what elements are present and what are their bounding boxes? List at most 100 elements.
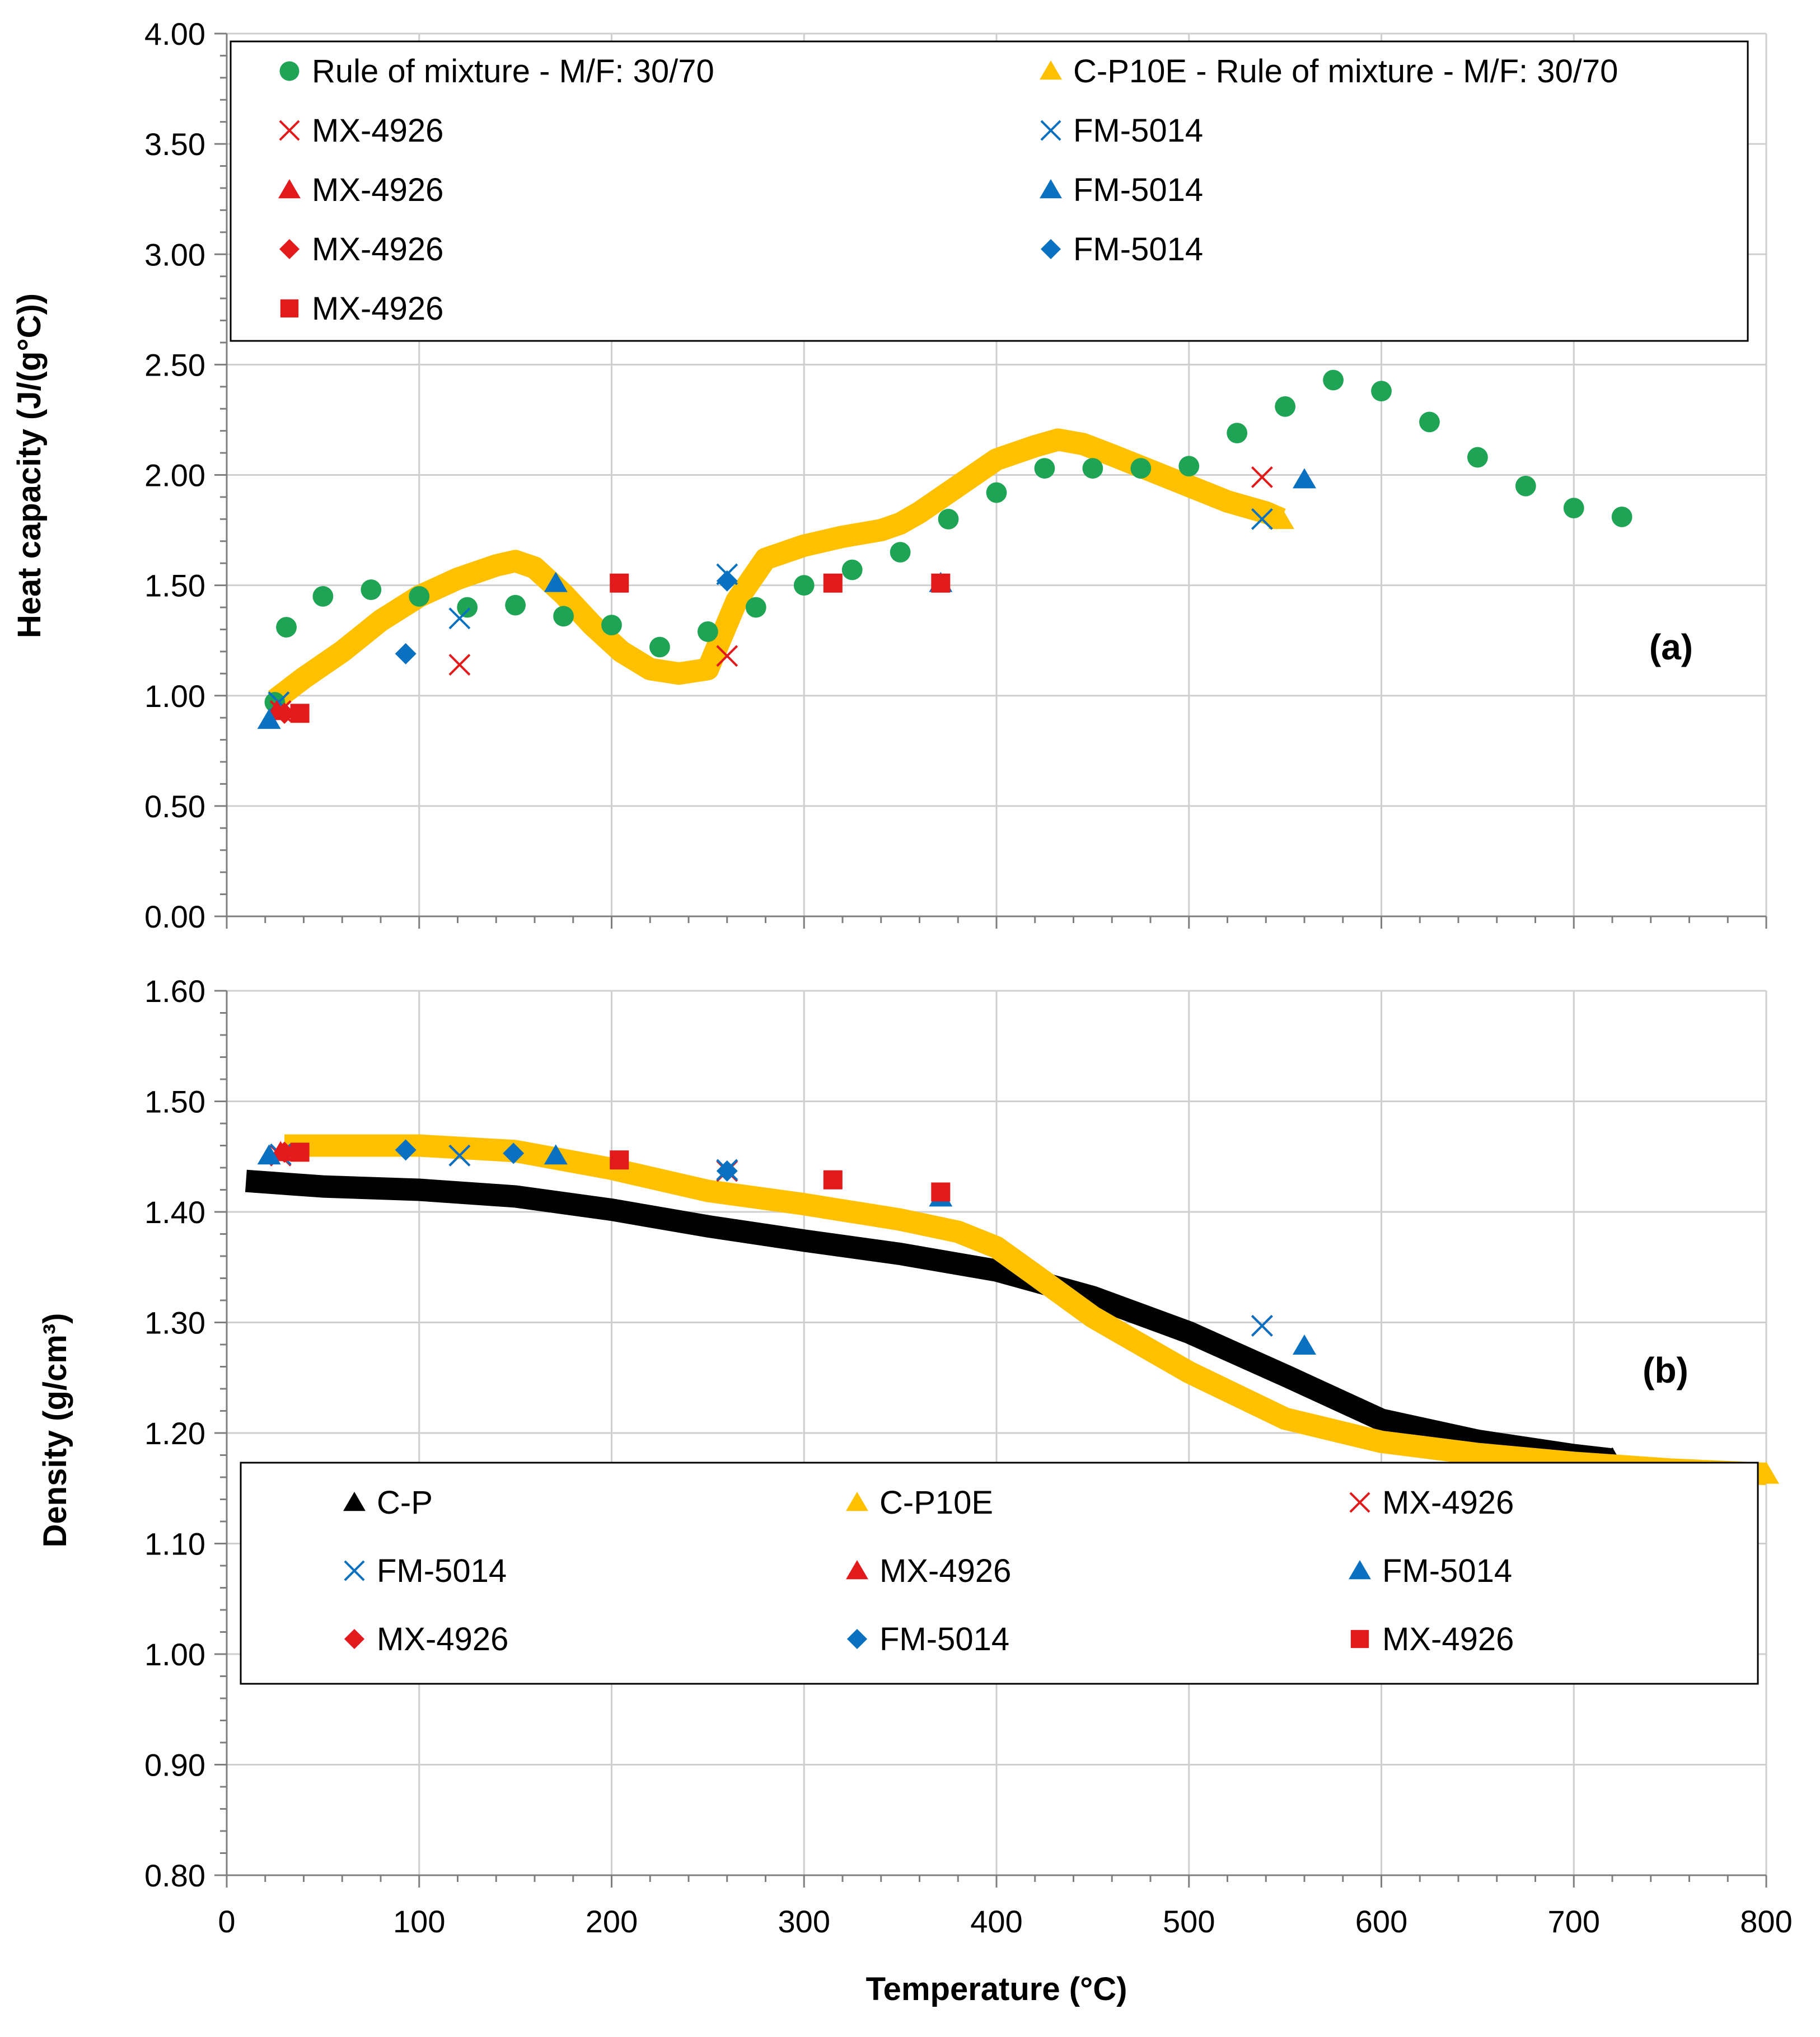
y-tick-label: 1.30 — [144, 1305, 205, 1341]
legend-swatch — [1349, 1492, 1370, 1513]
legend-item: MX-4926 — [1349, 1485, 1514, 1521]
legend-item: C-P — [343, 1485, 433, 1521]
data-point — [601, 615, 622, 635]
data-point — [553, 606, 574, 627]
panel-a-y-axis-title: Heat capacity (J/(g°C)) — [11, 293, 48, 638]
y-tick-label: 2.00 — [144, 458, 205, 493]
panel-b-legend: C-P C-P10E MX-4926 FM-5014 MX-4926 FM-5014 MX-… — [240, 1462, 1759, 1685]
panel-b-y-axis-title: Density (g/cm³) — [37, 1313, 73, 1548]
data-point — [716, 645, 738, 667]
legend-label: MX-4926 — [1382, 1485, 1514, 1521]
legend-swatch — [278, 179, 301, 199]
data-point — [503, 1142, 525, 1164]
data-point — [409, 586, 430, 607]
data-point — [395, 643, 417, 664]
data-point — [544, 572, 568, 592]
data-point — [544, 1144, 568, 1165]
data-point — [1034, 458, 1055, 479]
legend-label: C-P10E — [879, 1485, 993, 1521]
legend-item: MX-4926 — [280, 291, 443, 327]
legend-swatch — [846, 1628, 868, 1650]
legend-item: Rule of mixture - M/F: 30/70 — [279, 53, 714, 90]
data-point — [1082, 458, 1103, 479]
legend-item: MX-4926 — [344, 1621, 508, 1657]
x-axis-title: Temperature (°C) — [866, 1971, 1127, 2007]
legend-item: MX-4926 — [279, 113, 443, 149]
data-point — [1515, 475, 1536, 497]
data-point — [448, 1144, 471, 1167]
panel-b-density: 0.80 0.90 1.00 1.10 1.20 1.30 1.40 1.50 1.60 0 10… — [37, 973, 1793, 2007]
panel-b-data — [245, 1134, 1780, 1486]
data-point — [361, 579, 382, 600]
y-tick-label: 0.50 — [144, 789, 205, 824]
data-point — [986, 482, 1007, 503]
legend-item: FM-5014 — [344, 1553, 507, 1589]
data-point — [841, 559, 863, 580]
y-tick-label: 1.50 — [144, 568, 205, 603]
legend-item: MX-4926 — [846, 1553, 1011, 1589]
data-point — [938, 508, 959, 530]
legend-label: FM-5014 — [879, 1621, 1009, 1657]
panel-a-data — [257, 369, 1632, 729]
legend-item: FM-5014 — [1349, 1553, 1512, 1589]
x-tick-label: 200 — [586, 1904, 638, 1939]
x-tick-label: 300 — [778, 1904, 830, 1939]
legend-label: FM-5014 — [1073, 113, 1203, 149]
data-point — [274, 703, 296, 724]
x-tick-label: 500 — [1163, 1904, 1215, 1939]
series-fm-5014 — [395, 1139, 738, 1182]
legend-swatch — [279, 120, 300, 141]
y-tick-label: 0.90 — [144, 1748, 205, 1783]
data-point — [1275, 396, 1296, 417]
x-tick-label: 100 — [393, 1904, 445, 1939]
y-tick-label: 1.00 — [144, 1637, 205, 1672]
data-point — [1467, 447, 1488, 468]
y-tick-label: 0.00 — [144, 899, 205, 934]
legend-label: MX-4926 — [377, 1621, 508, 1657]
panel-a-heat-capacity: 0.00 0.50 1.00 1.50 2.00 2.50 3.00 3.50 4.00 Rul… — [11, 16, 1767, 934]
panel-a-label: (a) — [1649, 627, 1693, 667]
x-tick-label: 0 — [218, 1904, 235, 1939]
legend-swatch — [1349, 1560, 1371, 1580]
y-tick-label: 1.60 — [144, 973, 205, 1009]
legend-swatch — [344, 1560, 365, 1581]
data-point — [649, 636, 670, 658]
series-band — [245, 1169, 1614, 1471]
data-point — [1563, 498, 1584, 519]
legend-swatch — [280, 299, 299, 318]
series-mx-4926 — [274, 1141, 296, 1163]
legend-item: FM-5014 — [846, 1621, 1009, 1657]
data-point — [1293, 468, 1316, 489]
data-point — [793, 575, 815, 596]
data-point — [276, 617, 297, 638]
data-point — [931, 573, 951, 593]
y-tick-label: 1.50 — [144, 1084, 205, 1120]
x-tick-label: 800 — [1740, 1904, 1792, 1939]
legend-swatch — [279, 61, 300, 81]
legend-item: MX-4926 — [279, 231, 443, 268]
data-point — [1419, 411, 1440, 433]
data-point — [697, 621, 718, 642]
legend-label: MX-4926 — [312, 172, 443, 208]
series-mx-4926 — [274, 703, 296, 724]
legend-item: FM-5014 — [1040, 231, 1203, 268]
series-c-p10e-rule-of-mixture-m-f-30-70 — [268, 428, 1294, 709]
legend-item: C-P10E — [846, 1485, 993, 1521]
panel-a-y-tick-labels: 0.00 0.50 1.00 1.50 2.00 2.50 3.00 3.50 4.00 — [144, 16, 205, 934]
data-point — [505, 594, 526, 616]
legend-swatch — [846, 1560, 868, 1580]
data-point — [1227, 423, 1248, 443]
data-point — [1130, 458, 1152, 479]
series-band — [268, 428, 1286, 709]
legend-swatch — [1040, 238, 1061, 260]
data-point — [716, 570, 738, 592]
data-point — [395, 1139, 417, 1161]
legend-label: MX-4926 — [312, 113, 443, 149]
data-point — [457, 597, 478, 618]
panel-b-y-tick-labels: 0.80 0.90 1.00 1.10 1.20 1.30 1.40 1.50 1.60 — [144, 973, 205, 1893]
legend-label: FM-5014 — [1073, 231, 1203, 268]
data-point — [274, 1141, 296, 1163]
data-point — [1251, 1315, 1273, 1337]
panel-b-x-tick-labels: 0 100 200 300 400 500 600 700 800 — [218, 1904, 1792, 1939]
